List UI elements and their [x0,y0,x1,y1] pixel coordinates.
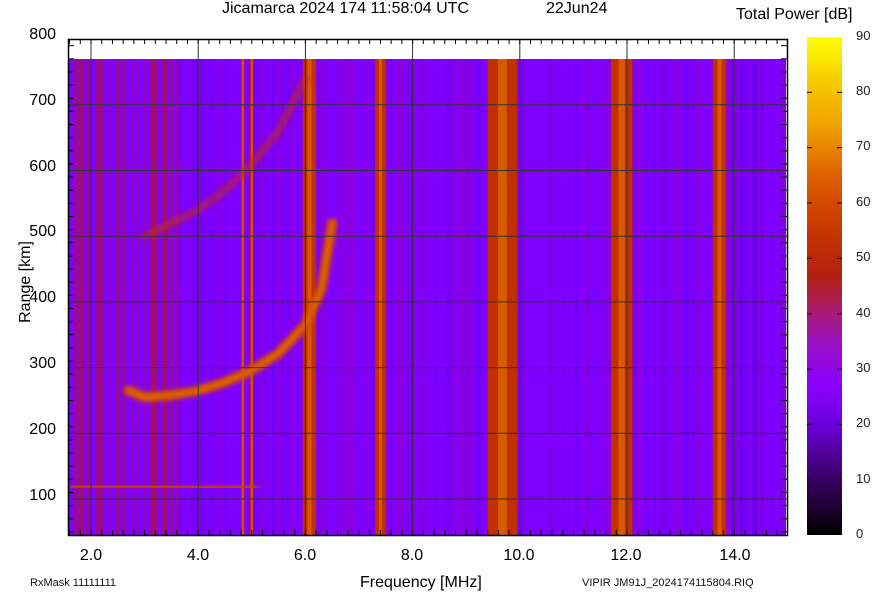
x-tick-label: 12.0 [610,547,642,564]
colorbar-tick: 50 [856,249,871,264]
x-tick-label: 10.0 [503,547,535,564]
x-tick-label: 14.0 [719,547,751,564]
x-tick-label: 6.0 [293,547,317,564]
y-tick-label: 200 [29,421,56,438]
colorbar-tick: 30 [856,360,871,375]
y-tick-label: 500 [29,223,56,240]
y-tick-label: 100 [29,487,56,504]
y-tick-label: 300 [29,355,56,372]
echo-trace [68,478,259,495]
x-tick-label: 2.0 [79,547,103,564]
y-tick-label: 600 [29,158,56,175]
y-tick-label: 800 [29,26,56,43]
colorbar-title: Total Power [dB] [736,6,853,23]
heatmap [68,59,786,535]
y-tick-label: 400 [29,289,56,306]
colorbar-ticks [807,91,842,481]
colorbar [807,37,842,535]
rx-mask-label: RxMask 11111111 [30,577,117,589]
grid-lines [68,39,787,535]
colorbar-tick: 10 [856,471,871,486]
y-tick-label: 700 [29,92,56,109]
filename-label: VIPIR JM91J_2024174115804.RIQ [582,577,754,589]
chart-date: 22Jun24 [546,0,608,17]
colorbar-tick: 60 [856,194,871,209]
colorbar-tick: 20 [856,415,871,430]
chart-title: Jicamarca 2024 174 11:58:04 UTC [222,0,469,17]
axis-ticks [68,39,787,535]
colorbar-tick: 0 [856,526,864,541]
colorbar-tick: 80 [856,83,871,98]
x-axis-label: Frequency [MHz] [360,574,482,591]
plot-frame [67,38,789,537]
echo-trace [140,74,310,241]
x-tick-label: 4.0 [186,547,210,564]
colorbar-tick: 40 [856,305,871,320]
colorbar-tick: 90 [856,28,871,43]
x-tick-label: 8.0 [400,547,424,564]
colorbar-tick: 70 [856,138,871,153]
